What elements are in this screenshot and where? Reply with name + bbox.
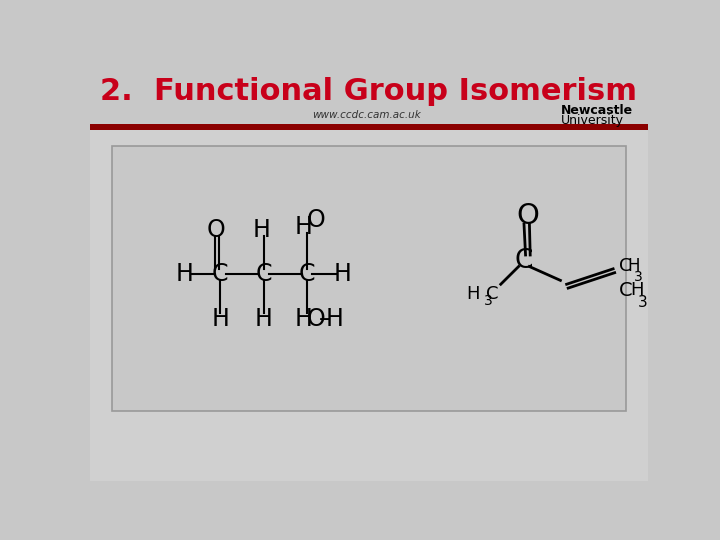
Text: H: H (333, 262, 351, 286)
Text: O: O (307, 208, 325, 232)
Text: C: C (619, 256, 632, 275)
Text: C: C (256, 262, 272, 286)
Text: O: O (206, 218, 225, 241)
Text: University: University (561, 114, 624, 127)
Text: C: C (299, 262, 315, 286)
Bar (90, 124, 648, 130)
Bar (112, 146, 626, 411)
Text: Newcastle: Newcastle (561, 105, 634, 118)
Text: H: H (211, 307, 229, 331)
Text: O: O (516, 202, 539, 231)
Text: H: H (253, 218, 271, 241)
Text: C: C (212, 262, 228, 286)
Text: H: H (176, 262, 194, 286)
Text: H: H (630, 281, 644, 299)
Text: –: – (319, 307, 330, 331)
Text: H: H (326, 307, 344, 331)
Text: 3: 3 (638, 295, 648, 310)
Text: 3: 3 (634, 271, 643, 285)
Text: H: H (627, 256, 639, 275)
Text: O: O (306, 307, 325, 331)
Text: H: H (255, 307, 273, 331)
Text: C: C (486, 285, 498, 303)
Text: 3: 3 (484, 294, 492, 308)
Text: www.ccdc.cam.ac.uk: www.ccdc.cam.ac.uk (312, 110, 421, 120)
Bar (90, 130, 648, 481)
Text: C: C (619, 281, 633, 300)
Text: H: H (294, 214, 312, 239)
Text: 2.  Functional Group Isomerism: 2. Functional Group Isomerism (101, 77, 637, 106)
Text: C: C (515, 248, 534, 274)
Text: H: H (294, 307, 312, 331)
Text: H: H (467, 285, 480, 303)
Bar (90, 65, 648, 124)
